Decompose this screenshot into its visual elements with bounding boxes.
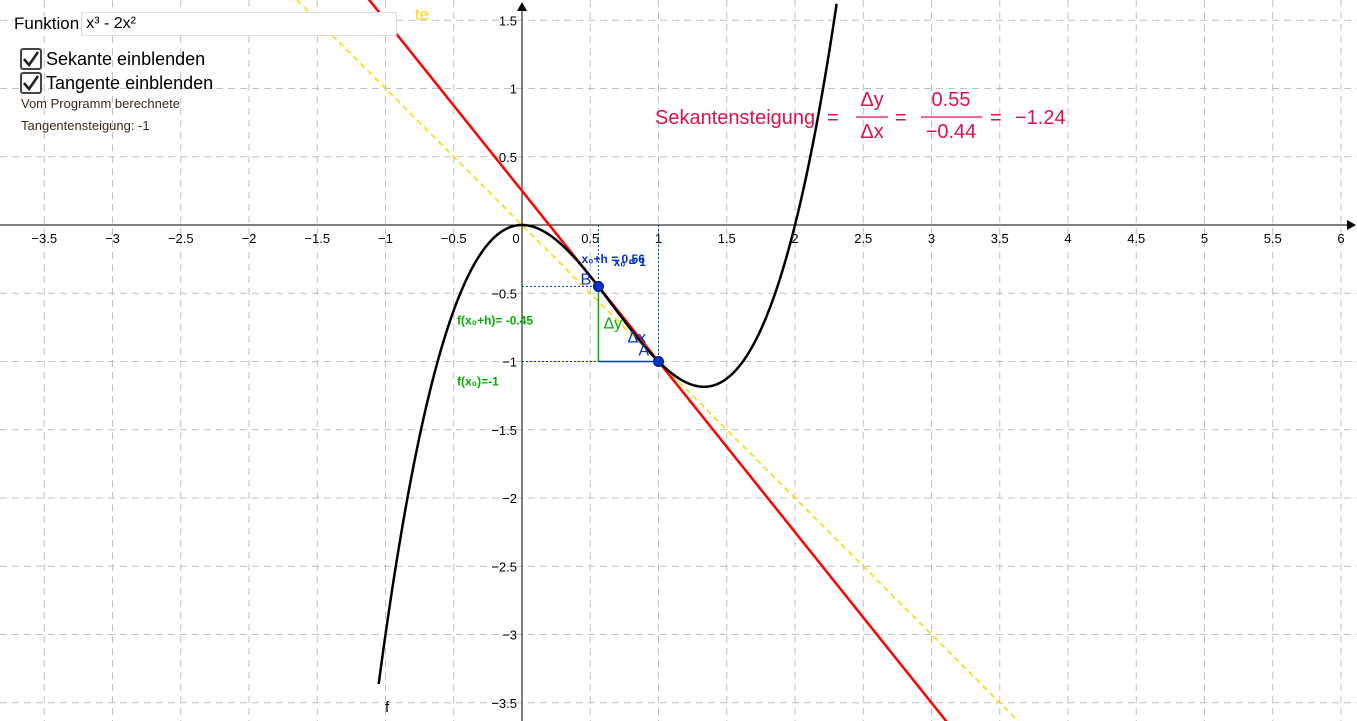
checkmark-icon <box>23 75 40 92</box>
secant-toggle[interactable]: Sekante einblenden <box>20 48 205 70</box>
y-axis-arrow <box>517 2 527 11</box>
checkmark-icon <box>23 51 40 68</box>
y-tick-label: −1.5 <box>491 423 517 438</box>
curve-label: f <box>385 699 390 716</box>
formula-num-symbol: Δy <box>860 89 883 111</box>
x-tick-label: 2 <box>791 231 798 246</box>
x-tick-label: 0.5 <box>581 231 599 246</box>
formula-den-value: −0.44 <box>926 121 977 143</box>
y-tick-label: 1.5 <box>499 13 517 28</box>
y-tick-label: −2 <box>502 491 517 506</box>
secant-toggle-label: Sekante einblenden <box>46 48 206 69</box>
info-text-line1: Vom Programm berechnete <box>21 96 180 111</box>
x0h-marker-label: x₀+h = 0.56 <box>581 252 645 266</box>
y-tick-label: −0.5 <box>491 286 517 301</box>
x-tick-label: −2 <box>242 231 257 246</box>
tangent-checkbox[interactable] <box>20 72 42 94</box>
y-tick-label: 1 <box>510 82 517 97</box>
x-tick-label: 0 <box>512 231 519 246</box>
formula-prefix: Sekantensteigung <box>655 107 815 129</box>
formula-equals-3: = <box>990 107 1002 129</box>
y-tick-label: −3.5 <box>491 696 517 711</box>
x-tick-label: −0.5 <box>441 231 467 246</box>
formula-result: −1.24 <box>1015 107 1066 129</box>
x-tick-label: −1.5 <box>304 231 330 246</box>
function-curve <box>377 3 838 685</box>
x-tick-label: 3 <box>928 231 935 246</box>
x-tick-label: 4 <box>1064 231 1071 246</box>
formula-num-value: 0.55 <box>932 89 971 111</box>
x-tick-label: −1 <box>378 231 393 246</box>
tick-labels: −3.5 −3 −2.5 −2 −1.5 −1 −0.5 0 0.5 1 1.5 2 2.5 3 3.5 4 4… <box>31 13 1344 711</box>
fx0h-label: f(x₀+h)= -0.45 <box>457 313 533 327</box>
x-tick-label: 4.5 <box>1127 231 1145 246</box>
x-tick-label: −2.5 <box>168 231 194 246</box>
point-A <box>653 356 664 367</box>
delta-x-label: Δx <box>627 329 646 346</box>
tangent-toggle[interactable]: Tangente einblenden <box>20 72 213 94</box>
y-tick-label: −2.5 <box>491 559 517 574</box>
tangent-toggle-label: Tangente einblenden <box>46 72 214 93</box>
formula-den-symbol: Δx <box>860 121 883 143</box>
point-B-label: B <box>580 271 591 288</box>
y-tick-label: 0.5 <box>499 150 517 165</box>
x0-marker-label: x₀ = 1 <box>613 255 646 269</box>
point-A-label: A <box>639 343 650 360</box>
x-tick-label: 6 <box>1337 231 1344 246</box>
function-label: Funktion <box>14 14 80 33</box>
info-text-line2: Tangentensteigung: -1 <box>21 118 150 133</box>
x-tick-label: 3.5 <box>991 231 1009 246</box>
delta-y-label: Δy <box>603 315 622 332</box>
x-tick-label: 1.5 <box>718 231 736 246</box>
x-tick-label: 2.5 <box>854 231 872 246</box>
y-tick-label: −3 <box>502 628 517 643</box>
fx0-label: f(x₀)=-1 <box>457 375 499 389</box>
point-B <box>592 280 604 292</box>
y-tick-label: −1 <box>502 355 517 370</box>
x-tick-label: −3 <box>105 231 120 246</box>
tangent-label: te <box>415 5 429 24</box>
formula-equals-2: = <box>895 107 907 129</box>
secant-checkbox[interactable] <box>20 48 42 70</box>
x-tick-label: 5 <box>1201 231 1208 246</box>
x-axis-arrow <box>1347 220 1356 230</box>
formula-equals-1: = <box>827 107 839 129</box>
function-input-row: Funktion <box>14 11 398 37</box>
x-tick-label: 5.5 <box>1264 231 1282 246</box>
function-input[interactable] <box>81 12 398 36</box>
x-tick-label: −3.5 <box>31 231 57 246</box>
